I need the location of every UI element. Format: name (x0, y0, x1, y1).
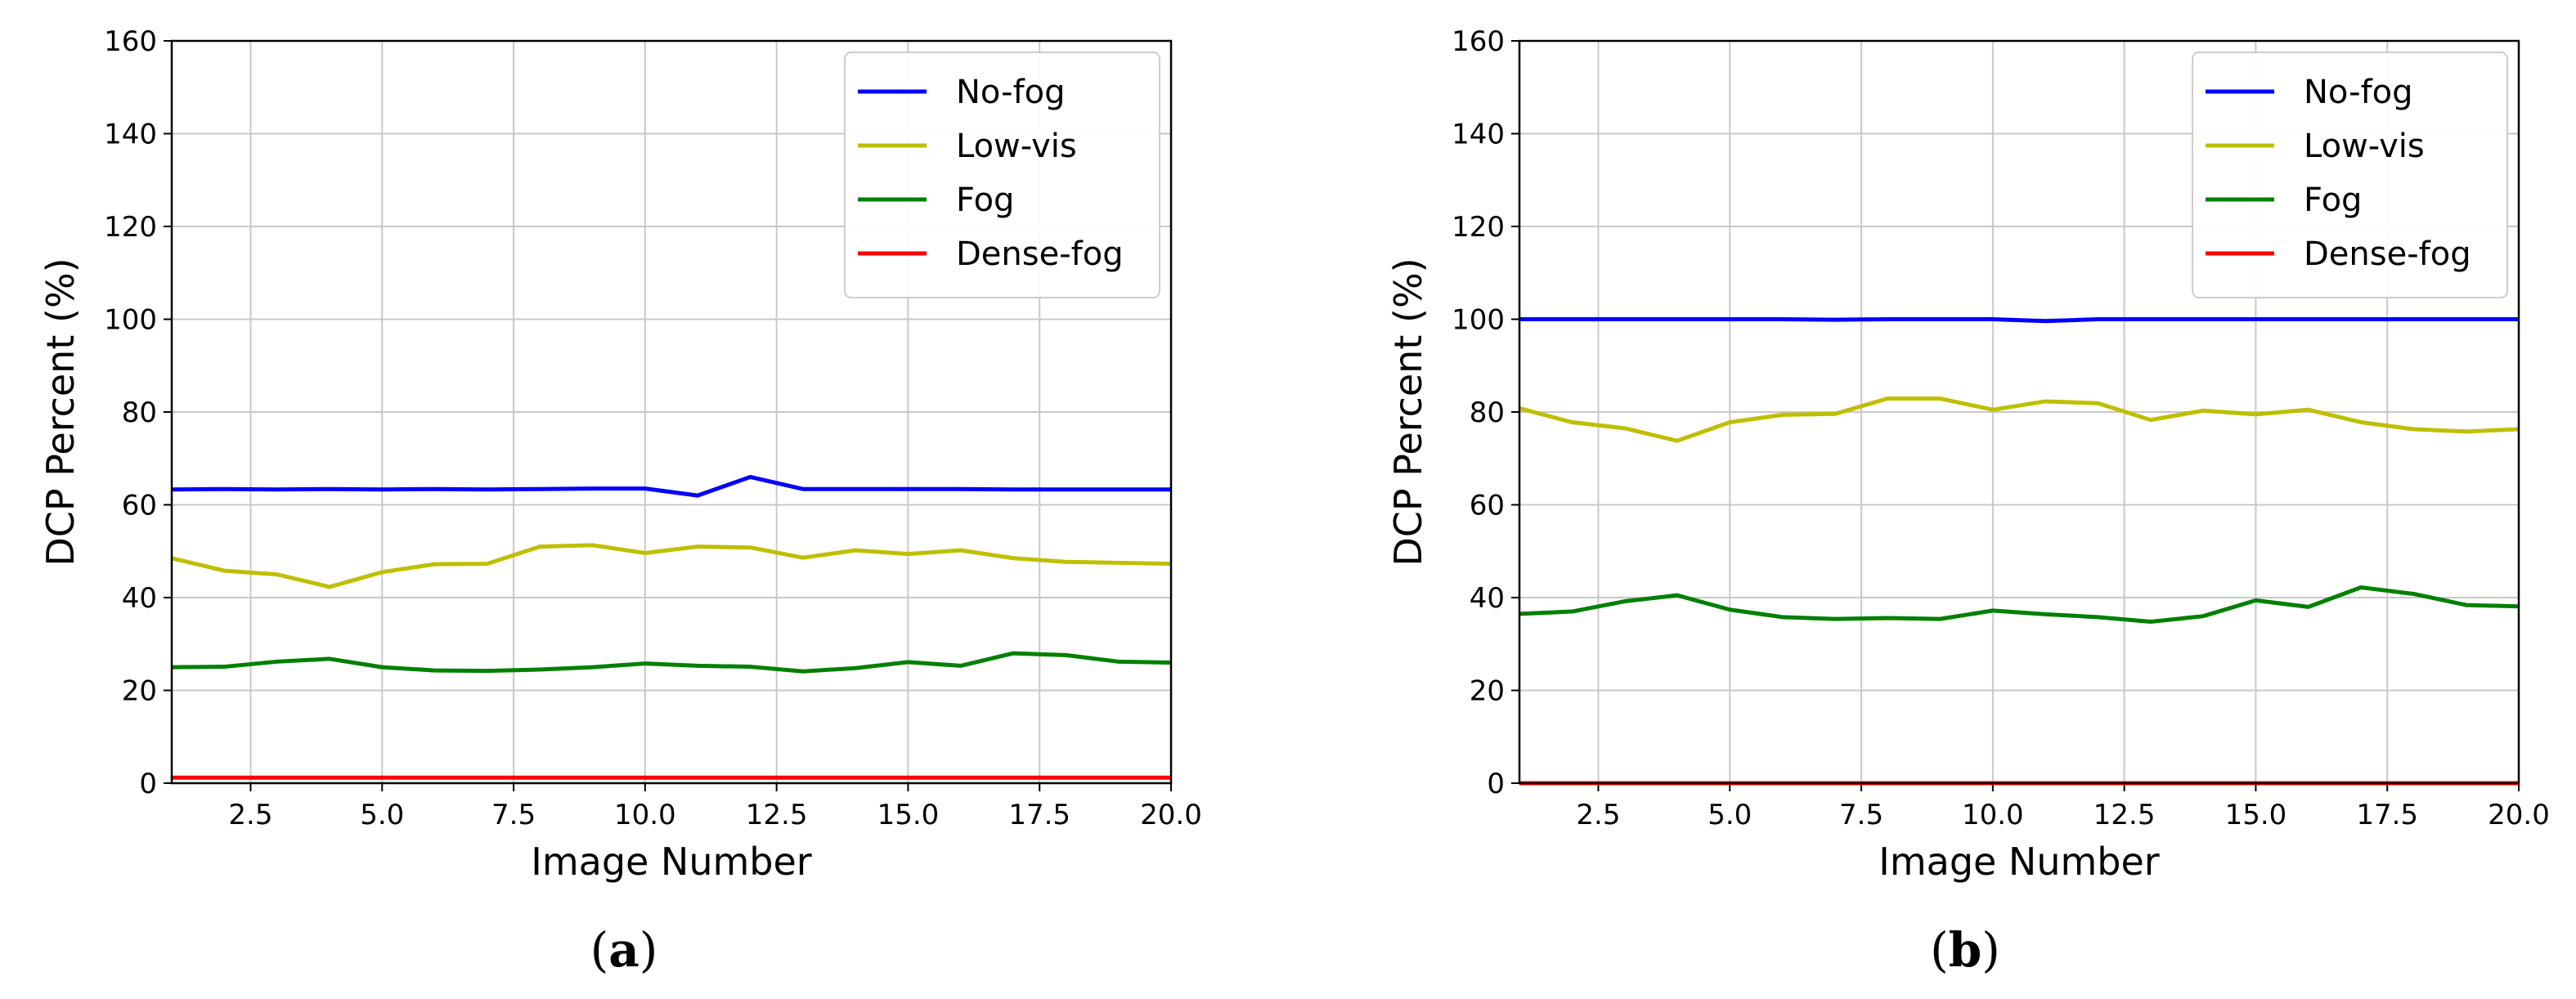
legend: No-fog Low-vis Fog Dense-fog (844, 52, 1160, 298)
y-tick-label: 100 (1452, 304, 1505, 337)
y-tick-label: 100 (104, 304, 157, 337)
y-axis-label: DCP Percent (%) (38, 258, 83, 566)
x-tick-label: 5.0 (360, 799, 404, 831)
series-line-fog (1519, 585, 2520, 625)
series-line-no-fog (171, 474, 1171, 498)
y-tick-label: 160 (1452, 25, 1505, 58)
legend-label-dense-fog: Dense-fog (2304, 235, 2471, 273)
x-tick-label: 10.0 (1962, 799, 2024, 831)
y-tick-label: 20 (122, 675, 157, 708)
y-tick-label: 140 (1452, 119, 1505, 151)
x-tick-label: 15.0 (877, 799, 940, 831)
x-tick-label: 12.5 (746, 799, 808, 831)
y-tick-label: 40 (122, 582, 157, 615)
x-axis-label: Image Number (1878, 840, 2160, 884)
x-tick-label: 5.0 (1708, 799, 1752, 831)
x-tick-label: 7.5 (1839, 799, 1883, 831)
caption-open-paren: ( (590, 922, 609, 978)
caption-close-paren: ) (640, 922, 658, 978)
legend-box (2192, 52, 2508, 298)
caption-letter: a (608, 922, 640, 978)
panel-caption: (a) (590, 922, 658, 978)
y-tick-label: 40 (1470, 582, 1505, 615)
y-tick-label: 20 (1470, 675, 1505, 708)
legend: No-fog Low-vis Fog Dense-fog (2192, 52, 2508, 298)
y-tick-label: 80 (122, 396, 157, 429)
x-tick-label: 20.0 (2488, 799, 2550, 831)
legend-label-no-fog: No-fog (2304, 74, 2413, 111)
caption-letter: b (1949, 922, 1982, 978)
x-tick-label: 17.5 (1008, 799, 1070, 831)
x-axis-label: Image Number (531, 840, 812, 884)
series-line-fog (171, 651, 1172, 674)
caption-close-paren: ) (1981, 922, 2000, 978)
panel-caption: (b) (1930, 922, 2000, 978)
x-tick-label: 15.0 (2225, 799, 2287, 831)
y-tick-label: 60 (1470, 490, 1505, 522)
chart-panel-a: 2.5 5.0 7.5 10.0 12.5 15.0 17.5 20.0 0 20 40 60 80 10… (38, 25, 1202, 978)
x-tick-label: 10.0 (614, 799, 676, 831)
plot-frame (1518, 39, 2520, 785)
x-tick-label: 2.5 (1576, 799, 1620, 831)
chart-panel-b: 2.5 5.0 7.5 10.0 12.5 15.0 17.5 20.0 0 20 40 60 80 10… (1386, 25, 2550, 978)
y-tick-label: 80 (1470, 396, 1505, 429)
series-line-low-vis (1519, 396, 2520, 443)
legend-label-fog: Fog (956, 181, 1014, 219)
y-tick-label: 120 (104, 211, 157, 244)
y-tick-label: 60 (122, 490, 157, 522)
y-axis-label: DCP Percent (%) (1386, 258, 1430, 566)
y-tick-label: 140 (104, 119, 157, 151)
x-tick-label: 17.5 (2356, 799, 2418, 831)
legend-label-low-vis: Low-vis (2304, 128, 2425, 165)
series-line-no-fog (1519, 317, 2519, 324)
legend-label-dense-fog: Dense-fog (956, 235, 1124, 273)
legend-label-no-fog: No-fog (956, 74, 1066, 111)
x-tick-label: 12.5 (2094, 799, 2156, 831)
legend-label-fog: Fog (2304, 181, 2362, 219)
legend-label-low-vis: Low-vis (956, 128, 1077, 165)
x-tick-label: 20.0 (1140, 799, 1202, 831)
legend-box (844, 52, 1160, 298)
y-tick-label: 0 (139, 768, 157, 800)
series-line-low-vis (171, 543, 1172, 589)
x-tick-label: 2.5 (228, 799, 272, 831)
y-tick-label: 120 (1452, 211, 1505, 244)
x-tick-label: 7.5 (491, 799, 536, 831)
caption-open-paren: ( (1930, 922, 1949, 978)
plot-frame (170, 39, 1173, 785)
y-tick-label: 0 (1487, 768, 1505, 800)
y-tick-label: 160 (104, 25, 157, 58)
